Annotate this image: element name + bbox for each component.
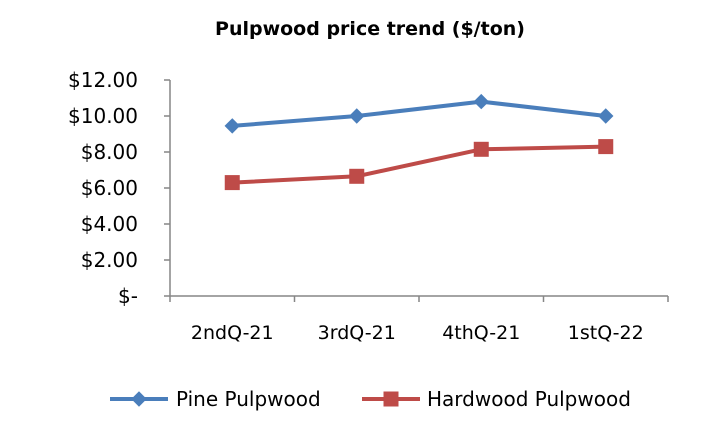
data-point: [224, 175, 240, 191]
y-tick-label: $12.00: [68, 68, 138, 92]
series-line: [232, 144, 606, 185]
legend-marker: [131, 391, 147, 407]
chart-title: Pulpwood price trend ($/ton): [215, 18, 525, 40]
series-layer: [224, 93, 614, 191]
data-point: [473, 141, 489, 157]
legend-marker: [383, 391, 399, 407]
x-tick-label: 4thQ-21: [442, 322, 520, 344]
y-tick-label: $8.00: [81, 140, 138, 164]
data-point: [349, 168, 365, 184]
series-pine-pulpwood: [224, 93, 614, 134]
legend-label: Pine Pulpwood: [176, 387, 321, 411]
legend: Pine Pulpwood Hardwood Pulpwood: [110, 387, 631, 411]
data-point: [224, 118, 240, 134]
data-point: [598, 139, 614, 155]
data-point: [349, 108, 365, 124]
legend-item: Hardwood Pulpwood: [362, 387, 631, 411]
x-tick-label: 1stQ-22: [568, 322, 644, 344]
y-tick-label: $-: [118, 284, 138, 308]
y-tick-label: $10.00: [68, 104, 138, 128]
data-point: [473, 93, 489, 110]
y-tick-label: $6.00: [81, 176, 138, 200]
x-tick-label: 3rdQ-21: [318, 322, 396, 344]
y-tick-label: $2.00: [81, 248, 138, 272]
data-point: [598, 108, 614, 124]
x-tick-label: 2ndQ-21: [191, 322, 274, 344]
y-tick-label: $4.00: [81, 212, 138, 236]
series-line: [232, 99, 606, 128]
series-hardwood-pulpwood: [224, 139, 614, 191]
axes: $- $2.00 $4.00 $6.00 $8.00 $10.00 $12.00 2ndQ-2…: [68, 68, 669, 344]
legend-item: Pine Pulpwood: [110, 387, 321, 411]
legend-label: Hardwood Pulpwood: [427, 387, 631, 411]
